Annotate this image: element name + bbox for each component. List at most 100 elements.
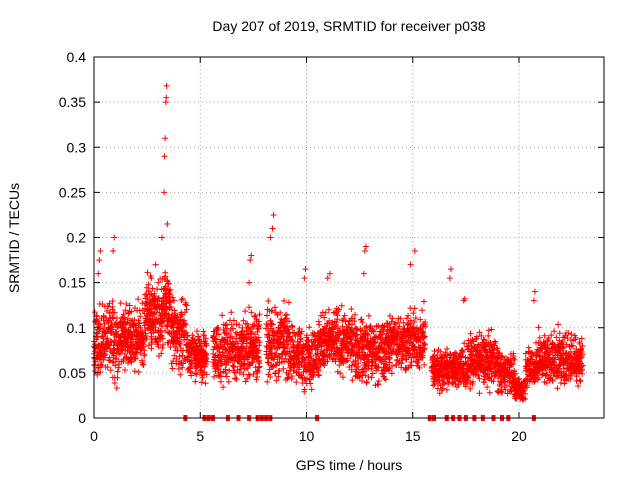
data-point	[485, 332, 492, 339]
data-point	[481, 337, 488, 344]
data-point	[528, 356, 535, 363]
data-point	[569, 342, 576, 349]
data-point	[485, 327, 492, 334]
data-point	[357, 355, 364, 362]
data-point	[496, 350, 503, 357]
data-point	[365, 312, 372, 319]
data-point	[265, 298, 272, 305]
data-point	[362, 372, 369, 379]
data-point	[411, 319, 418, 326]
data-point	[567, 348, 574, 355]
data-point	[382, 376, 389, 383]
data-point	[380, 373, 387, 380]
data-point	[444, 345, 451, 352]
data-point	[307, 350, 314, 357]
data-point	[239, 328, 246, 335]
data-point	[407, 261, 414, 268]
data-point	[109, 314, 116, 321]
data-point	[193, 328, 200, 335]
data-point	[222, 322, 229, 329]
data-point	[470, 378, 477, 385]
data-point	[351, 318, 358, 325]
data-point	[577, 378, 584, 385]
data-point	[228, 309, 235, 316]
data-point	[523, 384, 530, 391]
data-point	[238, 328, 245, 335]
data-point	[419, 307, 426, 314]
data-point	[420, 334, 427, 341]
data-point	[499, 389, 506, 396]
data-point	[167, 303, 174, 310]
data-point	[362, 324, 369, 331]
data-point	[248, 252, 255, 259]
data-point	[315, 366, 322, 373]
data-point	[307, 353, 314, 360]
data-point	[284, 345, 291, 352]
data-point	[123, 320, 130, 327]
data-point	[285, 341, 292, 348]
data-point	[182, 329, 189, 336]
data-point	[256, 311, 263, 318]
data-point	[243, 344, 250, 351]
data-point	[256, 339, 263, 346]
data-point	[441, 380, 448, 387]
data-point	[128, 359, 135, 366]
data-point	[285, 371, 292, 378]
data-point	[111, 234, 118, 241]
data-point	[292, 332, 299, 339]
data-point	[333, 322, 340, 329]
data-point	[101, 329, 108, 336]
data-point	[167, 286, 174, 293]
data-point	[286, 318, 293, 325]
data-point	[446, 275, 453, 282]
data-point	[295, 342, 302, 349]
data-point	[223, 325, 230, 332]
data-point	[352, 368, 359, 375]
x-axis-label: GPS time / hours	[296, 457, 403, 473]
data-point	[220, 384, 227, 391]
data-point	[169, 294, 176, 301]
data-point	[478, 332, 485, 339]
data-point	[370, 328, 377, 335]
data-point	[269, 307, 276, 314]
data-point	[222, 366, 229, 373]
data-point	[511, 370, 518, 377]
data-point	[172, 310, 179, 317]
data-point	[531, 288, 538, 295]
data-point	[254, 328, 261, 335]
data-point	[458, 347, 465, 354]
data-point	[179, 364, 186, 371]
data-point	[179, 295, 186, 302]
data-point	[372, 339, 379, 346]
data-point	[284, 374, 291, 381]
data-point	[152, 261, 159, 268]
data-point	[271, 343, 278, 350]
data-point	[560, 351, 567, 358]
data-point	[107, 367, 114, 374]
data-point	[240, 371, 247, 378]
data-point	[565, 329, 572, 336]
data-point	[363, 379, 370, 386]
data-point	[264, 378, 271, 385]
data-point	[304, 375, 311, 382]
data-point	[181, 317, 188, 324]
data-point	[448, 266, 454, 273]
data-point	[579, 343, 586, 350]
data-point	[159, 345, 166, 352]
data-point	[145, 287, 152, 294]
data-point	[93, 333, 100, 340]
data-point	[476, 329, 483, 336]
data-point	[321, 314, 328, 321]
data-point	[457, 378, 464, 385]
data-point	[515, 376, 522, 383]
data-point	[351, 343, 358, 350]
data-point	[566, 352, 573, 359]
data-point	[106, 357, 113, 364]
data-point	[544, 371, 551, 378]
y-tick-label: 0.3	[67, 139, 87, 155]
data-point	[329, 356, 336, 363]
data-point	[179, 352, 186, 359]
data-point	[381, 323, 388, 330]
x-tick-label: 10	[299, 428, 315, 444]
data-point	[359, 319, 366, 326]
